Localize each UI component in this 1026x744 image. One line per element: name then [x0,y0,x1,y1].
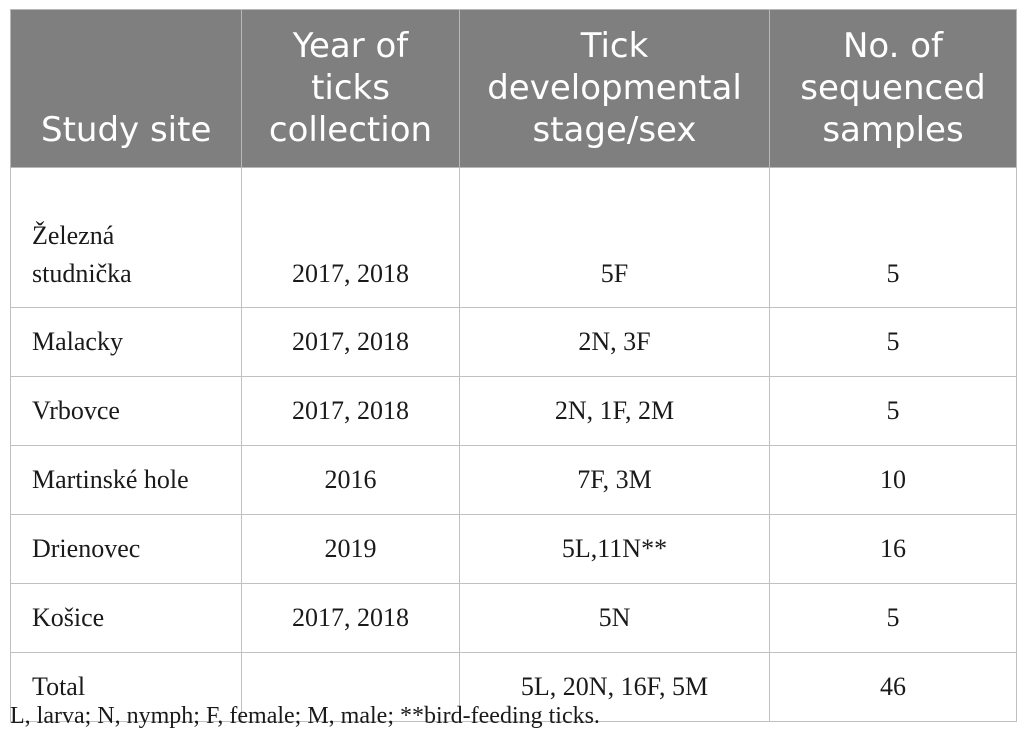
cell-year: 2017, 2018 [241,167,460,308]
cell-stage: 5N [459,583,770,653]
header-stage-line-1: Tick [580,26,649,66]
cell-study-site-line-2: studnička [32,259,132,288]
data-table-container: Study site Year of ticks collection Tick… [10,9,1017,722]
cell-samples: 5 [769,167,1017,308]
cell-stage: 5L,11N** [459,514,770,584]
cell-samples: 16 [769,514,1017,584]
table-row: Železná studnička 2017, 2018 5F 5 [10,167,1017,308]
cell-study-site: Vrbovce [10,376,242,446]
cell-samples: 5 [769,376,1017,446]
cell-year: 2017, 2018 [241,307,460,377]
cell-year: 2017, 2018 [241,376,460,446]
cell-study-site: Total [10,652,242,722]
cell-year: 2019 [241,514,460,584]
table-row: Malacky 2017, 2018 2N, 3F 5 [10,307,1017,377]
table-footnote: L, larva; N, nymph; F, female; M, male; … [10,703,600,729]
table-row: Košice 2017, 2018 5N 5 [10,583,1017,653]
header-year-line-2: ticks [311,68,390,108]
header-year-of-collection: Year of ticks collection [241,9,460,168]
table-total-row: Total 5L, 20N, 16F, 5M 46 [10,652,1017,722]
cell-year: 2016 [241,445,460,515]
header-stage-line-2: developmental [487,68,742,108]
header-year-line-3: collection [268,110,433,150]
table-row: Vrbovce 2017, 2018 2N, 1F, 2M 5 [10,376,1017,446]
header-study-site: Study site [10,9,242,168]
cell-study-site: Košice [10,583,242,653]
cell-samples: 46 [769,652,1017,722]
header-stage-line-3: stage/sex [532,110,697,150]
table-row: Drienovec 2019 5L,11N** 16 [10,514,1017,584]
header-sequenced-samples: No. of sequenced samples [769,9,1017,168]
cell-study-site: Malacky [10,307,242,377]
table-row: Martinské hole 2016 7F, 3M 10 [10,445,1017,515]
cell-stage: 5F [459,167,770,308]
table-header-row: Study site Year of ticks collection Tick… [10,9,1017,168]
cell-samples: 5 [769,307,1017,377]
cell-study-site-line-1: Železná [32,221,115,250]
cell-year: 2017, 2018 [241,583,460,653]
cell-study-site: Drienovec [10,514,242,584]
header-year-line-1: Year of [292,26,409,66]
header-study-site-line-1: Study site [41,110,212,150]
cell-stage: 7F, 3M [459,445,770,515]
cell-stage: 5L, 20N, 16F, 5M [459,652,770,722]
cell-samples: 10 [769,445,1017,515]
header-developmental-stage: Tick developmental stage/sex [459,9,770,168]
cell-stage: 2N, 1F, 2M [459,376,770,446]
cell-samples: 5 [769,583,1017,653]
cell-year [241,652,460,722]
cell-stage: 2N, 3F [459,307,770,377]
header-samples-line-2: sequenced [800,68,986,108]
header-samples-line-3: samples [822,110,964,150]
cell-study-site: Martinské hole [10,445,242,515]
header-samples-line-1: No. of [842,26,944,66]
tick-samples-table: Study site Year of ticks collection Tick… [10,9,1017,722]
cell-study-site: Železná studnička [10,167,242,308]
